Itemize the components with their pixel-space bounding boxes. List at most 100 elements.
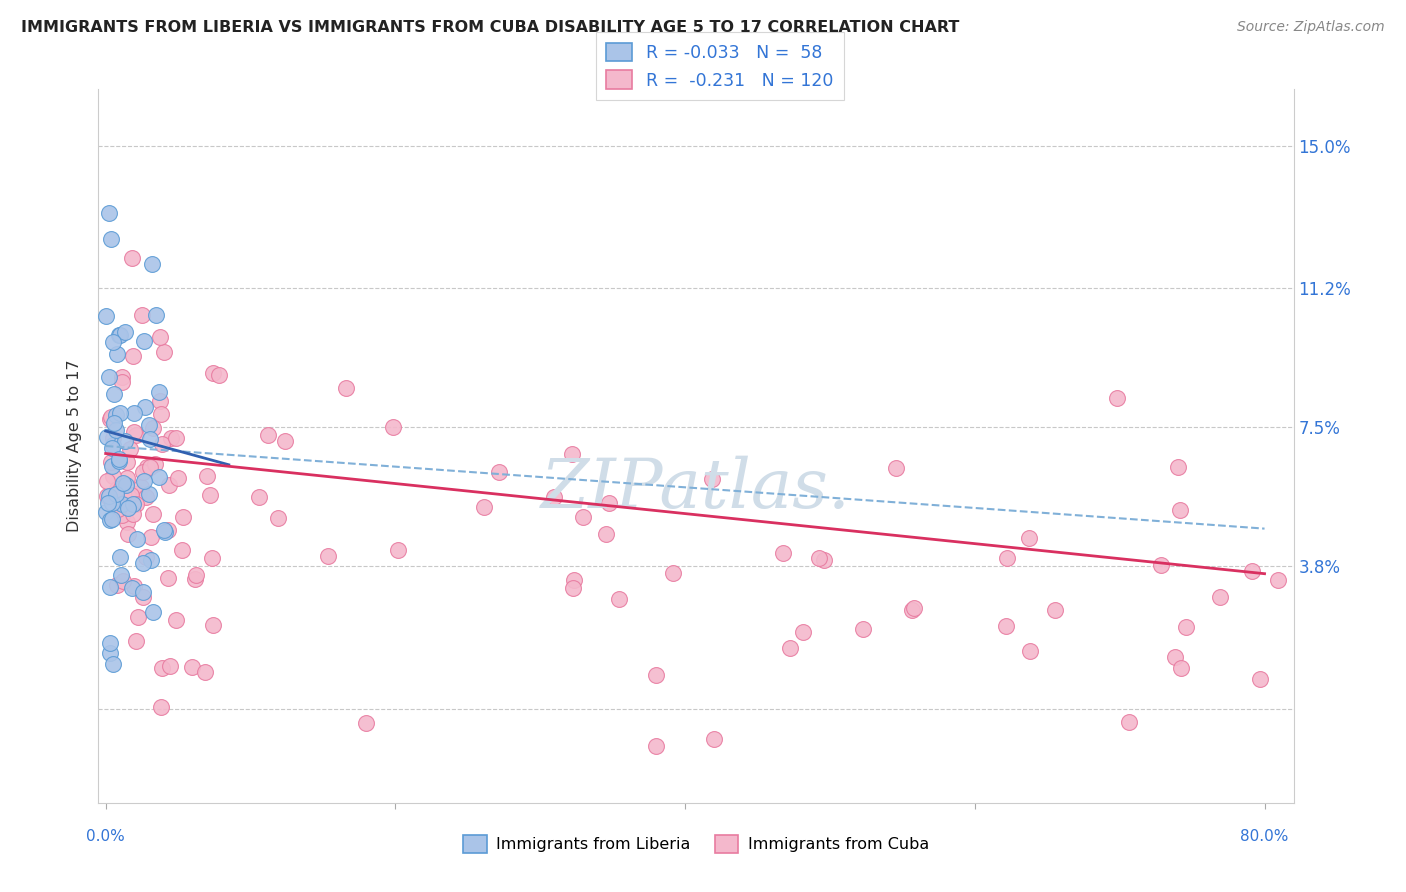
Point [256,428,278,442]
Point [150,407,173,421]
Point [103,468,125,483]
Text: 80.0%: 80.0% [1240,829,1289,844]
Point [562,574,585,588]
Point [127,609,149,624]
Point [103,387,125,401]
Point [143,457,166,471]
Point [110,550,132,565]
Point [107,502,129,516]
Point [124,579,146,593]
Point [101,657,124,671]
Point [165,431,187,445]
Point [122,406,145,420]
Point [149,330,172,344]
Point [335,380,357,394]
Point [1018,531,1040,545]
Point [1107,391,1129,405]
Point [562,581,585,595]
Point [1163,649,1185,664]
Point [202,366,225,380]
Point [101,441,124,455]
Point [1170,661,1192,675]
Point [108,454,131,468]
Point [105,482,128,496]
Point [111,370,134,384]
Point [148,470,170,484]
Point [148,385,170,400]
Point [104,423,127,437]
Point [117,515,139,529]
Point [131,481,153,495]
Point [142,605,165,619]
Point [181,659,204,673]
Point [124,428,146,442]
Point [100,409,122,424]
Point [1018,644,1040,658]
Point [194,665,217,680]
Point [662,566,685,581]
Point [111,476,134,491]
Point [152,345,174,359]
Point [354,715,377,730]
Point [101,495,124,509]
Point [807,550,830,565]
Point [247,490,270,504]
Point [103,431,125,445]
Point [792,624,814,639]
Point [772,546,794,560]
Point [166,471,188,485]
Point [121,581,143,595]
Point [105,487,128,501]
Point [901,603,924,617]
Point [128,485,150,500]
Point [97,206,120,220]
Point [267,510,290,524]
Point [152,436,174,450]
Text: IMMIGRANTS FROM LIBERIA VS IMMIGRANTS FROM CUBA DISABILITY AGE 5 TO 17 CORRELATI: IMMIGRANTS FROM LIBERIA VS IMMIGRANTS FR… [21,20,959,35]
Point [472,500,495,514]
Point [132,475,155,489]
Point [121,251,143,265]
Point [1241,565,1264,579]
Point [96,430,118,444]
Point [779,640,801,655]
Y-axis label: Disability Age 5 to 17: Disability Age 5 to 17 [67,359,83,533]
Point [115,478,138,492]
Point [201,550,224,565]
Point [122,349,145,363]
Text: 0.0%: 0.0% [86,829,125,844]
Point [97,489,120,503]
Point [114,434,136,448]
Point [1045,602,1067,616]
Point [117,527,139,541]
Point [139,530,162,544]
Point [98,580,121,594]
Point [195,468,218,483]
Point [155,524,177,539]
Point [98,513,121,527]
Point [125,633,148,648]
Point [105,578,128,592]
Point [132,585,155,599]
Point [150,661,173,675]
Point [387,543,409,558]
Point [110,567,132,582]
Point [145,308,167,322]
Point [120,488,142,502]
Point [122,507,145,521]
Point [96,475,118,489]
Point [148,393,170,408]
Point [135,549,157,564]
Point [108,405,131,419]
Point [208,368,231,382]
Point [903,600,925,615]
Point [543,490,565,504]
Point [172,510,194,524]
Text: Source: ZipAtlas.com: Source: ZipAtlas.com [1237,20,1385,34]
Point [142,508,165,522]
Point [198,488,221,502]
Point [107,451,129,466]
Point [700,473,723,487]
Point [117,487,139,501]
Point [111,497,134,511]
